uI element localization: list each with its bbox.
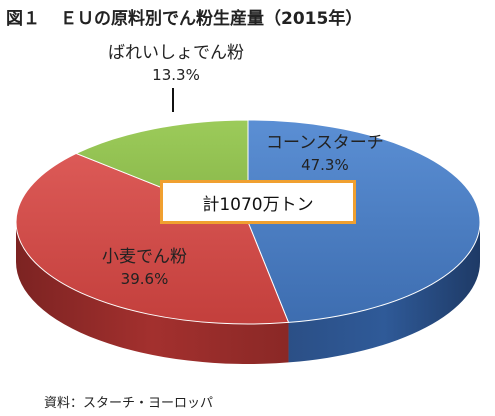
slice-label-cornstarch: コーンスターチ 47.3% <box>266 132 384 176</box>
slice-cornstarch-side <box>288 222 480 363</box>
title-text: ＥＵの原料別でん粉生産量（2015年） <box>60 9 363 29</box>
slice-name: ばれいしょでん粉 <box>108 43 244 63</box>
slice-wheat-side <box>16 222 289 365</box>
total-label: 計1070万トン <box>160 180 356 224</box>
slice-percent: 39.6% <box>120 270 169 288</box>
slice-name: コーンスターチ <box>266 133 384 153</box>
source-note: 資料：スターチ・ヨーロッパ <box>44 396 214 411</box>
slice-wheat <box>15 152 290 325</box>
slice-label-potato: ばれいしょでん粉 13.3% <box>108 42 244 86</box>
pie-slices <box>15 119 481 325</box>
slice-cornstarch <box>247 119 481 323</box>
slice-percent: 13.3% <box>152 66 200 84</box>
slice-name: 小麦でん粉 <box>102 247 187 267</box>
chart-title: 図１ ＥＵの原料別でん粉生産量（2015年） <box>6 4 362 29</box>
slice-label-wheat: 小麦でん粉 39.6% <box>102 246 187 290</box>
pie-sides <box>16 222 480 365</box>
figure-number: 図１ <box>6 9 40 29</box>
slice-percent: 47.3% <box>301 156 349 174</box>
